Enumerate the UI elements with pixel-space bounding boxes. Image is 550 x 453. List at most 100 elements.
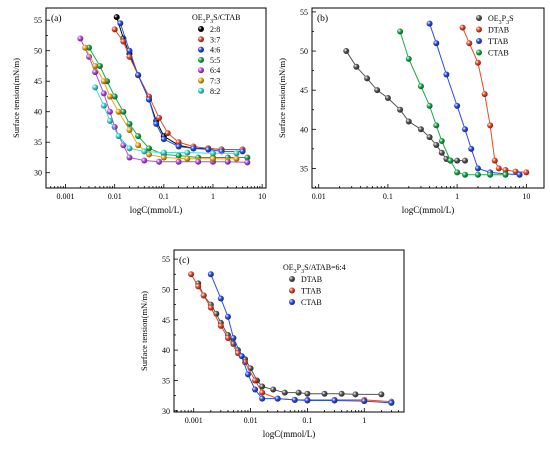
data-point	[111, 123, 118, 130]
data-point	[224, 334, 231, 341]
data-point	[274, 395, 281, 402]
text-part: OE	[283, 263, 294, 272]
data-point	[495, 165, 502, 172]
legend-label: DTAB	[301, 275, 322, 284]
x-tick-label: 0.001	[57, 192, 75, 201]
data-point	[426, 102, 433, 109]
data-point	[338, 390, 345, 397]
data-point	[481, 91, 488, 98]
data-point	[175, 139, 182, 146]
data-point	[516, 171, 523, 178]
data-point	[120, 108, 127, 115]
plot-frame	[173, 249, 405, 413]
data-point	[361, 398, 368, 405]
data-point	[146, 96, 153, 103]
data-point	[92, 62, 99, 69]
data-point	[111, 26, 118, 33]
data-point	[77, 35, 84, 42]
legend-marker	[198, 87, 204, 94]
x-tick-label: 0.1	[159, 192, 169, 201]
y-tick-label: 50	[300, 47, 308, 56]
data-point	[100, 90, 107, 97]
data-point	[82, 44, 89, 51]
y-tick-label: 40	[162, 346, 170, 355]
data-point	[454, 157, 461, 164]
data-point	[217, 322, 224, 329]
y-tick-label: 35	[162, 376, 170, 385]
x-axis-label: logC(mmol/L)	[263, 429, 316, 439]
panel-label: (a)	[51, 13, 62, 24]
data-point	[388, 399, 395, 406]
y-tick-label: 55	[300, 8, 308, 17]
series-line	[429, 23, 520, 176]
data-point	[433, 122, 440, 129]
series-line	[345, 50, 466, 162]
subscript: 3	[210, 19, 213, 25]
y-tick-label: 40	[300, 125, 308, 134]
data-point	[443, 71, 450, 78]
x-axis-label: logC(mmol/L)	[130, 205, 183, 215]
y-tick-label: 45	[300, 86, 308, 95]
y-axis-label: Surface tension(mN/m)	[277, 58, 287, 138]
x-tick-label: 0.001	[185, 416, 203, 425]
legend-label: OE3P3S	[488, 14, 514, 26]
data-point	[295, 389, 302, 396]
data-point	[438, 138, 445, 145]
data-point	[200, 292, 207, 299]
x-tick-label: 1	[455, 192, 459, 201]
data-point	[209, 150, 216, 157]
data-point	[239, 148, 246, 155]
data-point	[156, 158, 163, 165]
plot-frame	[311, 7, 545, 189]
chart-panel-c: 0.001 0.01 0.1 1 30 35 40 45 50 55 logC(mmol/L) Sur…	[139, 249, 405, 439]
data-point	[115, 133, 122, 140]
legend-marker	[198, 77, 204, 84]
data-point	[304, 397, 311, 404]
legend-marker	[198, 56, 204, 63]
data-point	[126, 127, 133, 134]
legend-label: 3:7	[210, 35, 220, 44]
data-point	[96, 62, 103, 69]
legend-marker	[476, 38, 482, 44]
data-point	[462, 157, 469, 164]
legend-marker	[289, 287, 295, 294]
y-tick-label: 45	[34, 77, 42, 86]
text-part: S/CTAB	[213, 13, 240, 22]
legend-label: CTAB	[301, 298, 322, 307]
x-axis-label: logC(mmol/L)	[402, 205, 455, 215]
data-point	[111, 93, 118, 100]
series-line	[116, 17, 243, 151]
data-point	[270, 386, 277, 393]
data-point	[304, 390, 311, 397]
data-point	[417, 126, 424, 133]
data-point	[447, 157, 454, 164]
data-point	[205, 146, 212, 153]
text-part: P	[206, 13, 211, 22]
data-point	[141, 148, 148, 155]
data-point	[384, 95, 391, 101]
data-point	[153, 120, 160, 127]
y-tick-label: 50	[162, 285, 170, 294]
series-line	[79, 38, 248, 163]
data-point	[126, 47, 133, 54]
data-point	[364, 75, 371, 82]
legend-marker	[476, 26, 482, 33]
data-point	[146, 145, 153, 152]
data-point	[238, 353, 245, 360]
data-point	[209, 155, 216, 162]
y-axis-label: Surface tension(mN/m)	[11, 58, 21, 138]
legend-label: TTAB	[301, 287, 321, 296]
data-point	[175, 158, 182, 165]
data-point	[252, 377, 259, 384]
data-point	[466, 40, 473, 47]
text-part: P	[297, 263, 302, 272]
data-point	[291, 396, 298, 403]
data-point	[175, 143, 182, 150]
data-point	[106, 93, 113, 100]
data-point	[491, 157, 498, 164]
series-line	[94, 87, 237, 154]
panel-label: (c)	[179, 255, 190, 266]
data-point	[224, 158, 231, 165]
